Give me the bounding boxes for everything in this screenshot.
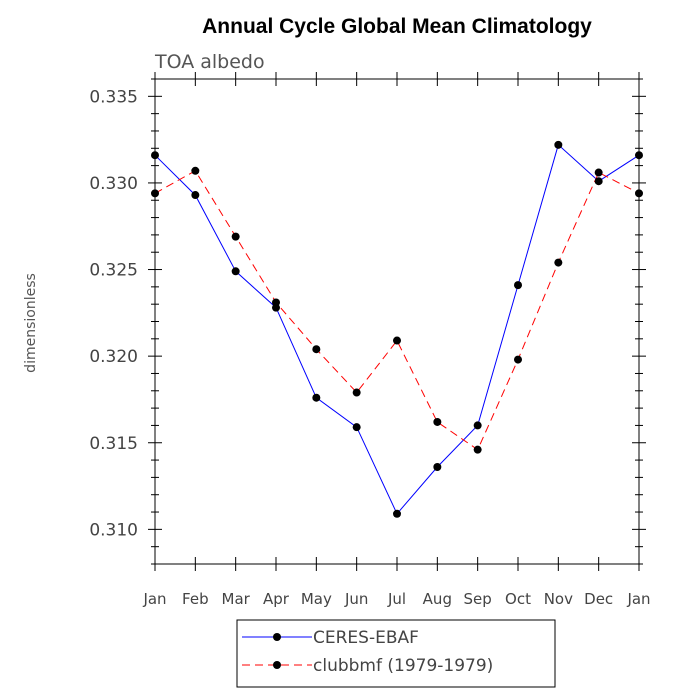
series-point-1 — [352, 388, 361, 397]
legend-label-ceres: CERES-EBAF — [313, 628, 419, 648]
x-axis: Jan Feb Mar Apr May Jun Jul Aug Sep Oct Nov Dec Jan — [142, 72, 651, 608]
y-tick-label: 0.320 — [89, 347, 138, 367]
series-point-0 — [635, 151, 643, 160]
x-tick-label: Jan — [626, 590, 650, 608]
legend: CERES-EBAF clubbmf (1979-1979) — [236, 619, 556, 688]
x-tick-label: Sep — [464, 590, 492, 608]
series-point-0 — [433, 463, 442, 471]
y-tick-label: 0.325 — [89, 261, 138, 281]
series-point-0 — [191, 191, 200, 200]
legend-box — [236, 619, 556, 688]
x-tick-label: Aug — [423, 590, 452, 608]
legend-marker-ceres — [273, 633, 281, 641]
series-point-0 — [594, 177, 603, 186]
series-point-1 — [594, 168, 603, 177]
legend-marker-clubbmf — [273, 661, 281, 669]
series-point-1 — [514, 355, 522, 364]
x-tick-label: Jun — [344, 590, 368, 608]
series-point-0 — [312, 393, 321, 402]
x-tick-label: Dec — [584, 590, 613, 608]
series-point-0 — [473, 421, 482, 430]
series-line-0 — [154, 143, 640, 515]
x-tick-label: May — [301, 590, 332, 608]
series-point-1 — [554, 258, 563, 267]
y-tick-label: 0.315 — [89, 434, 138, 454]
y-tick-label: 0.330 — [89, 174, 138, 194]
x-tick-label: Jul — [387, 590, 406, 608]
y-axis: 0.310 0.315 0.320 0.325 0.330 0.335 — [89, 78, 646, 565]
x-tick-label: Apr — [263, 590, 290, 608]
x-tick-label: Oct — [505, 590, 531, 608]
legend-label-clubbmf: clubbmf (1979-1979) — [313, 656, 493, 676]
series-point-1 — [312, 345, 321, 354]
series-point-1 — [635, 189, 643, 198]
series-point-0 — [554, 140, 563, 149]
series-point-1 — [231, 232, 240, 241]
x-tick-label: Feb — [182, 590, 209, 608]
series-point-1 — [393, 336, 401, 345]
series-line-1 — [154, 170, 640, 451]
chart-subtitle: TOA albedo — [154, 51, 265, 73]
series-layer — [151, 140, 643, 518]
series-point-0 — [151, 151, 159, 160]
series-point-1 — [151, 189, 159, 198]
y-tick-label: 0.310 — [89, 520, 138, 540]
x-tick-label: Nov — [544, 590, 573, 608]
y-axis-label: dimensionless — [23, 273, 39, 373]
series-point-0 — [393, 509, 401, 518]
series-point-1 — [433, 417, 442, 426]
y-tick-label: 0.335 — [89, 87, 138, 107]
series-point-1 — [191, 166, 200, 175]
series-point-1 — [473, 445, 482, 454]
chart-title: Annual Cycle Global Mean Climatology — [202, 15, 592, 38]
x-tick-label: Jan — [142, 590, 166, 608]
series-point-0 — [514, 281, 522, 290]
x-tick-label: Mar — [222, 590, 251, 608]
series-point-1 — [272, 298, 280, 307]
series-point-0 — [231, 267, 240, 276]
series-point-0 — [352, 423, 361, 432]
